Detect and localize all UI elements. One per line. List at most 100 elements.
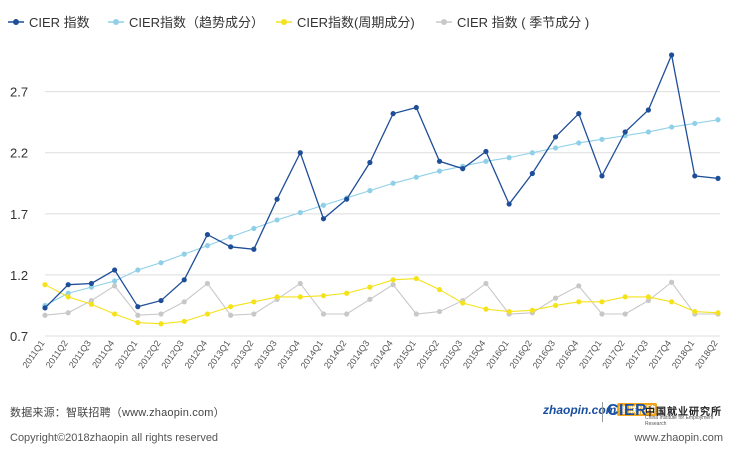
legend-marker	[113, 19, 119, 25]
data-point	[367, 159, 373, 166]
data-point	[529, 307, 535, 313]
data-point	[529, 150, 535, 156]
data-point	[715, 175, 721, 181]
data-point	[622, 294, 628, 300]
data-point	[367, 296, 373, 302]
data-point	[715, 310, 721, 316]
data-point	[645, 107, 651, 113]
legend-label: CIER 指数 ( 季节成分 )	[457, 15, 589, 30]
data-point	[112, 278, 118, 284]
x-tick-label: 2013Q4	[275, 338, 302, 370]
data-point	[552, 302, 559, 309]
data-point	[204, 231, 211, 238]
data-point	[599, 173, 605, 179]
data-point	[390, 282, 396, 288]
data-point	[390, 180, 396, 186]
legend-marker	[281, 19, 287, 25]
x-tick-label: 2015Q2	[415, 338, 442, 370]
data-point	[228, 304, 234, 310]
logo-divider	[602, 402, 603, 422]
data-point	[483, 148, 489, 155]
data-point	[274, 217, 280, 223]
data-point	[460, 300, 466, 306]
data-point	[42, 312, 48, 318]
cier-logo: CIER	[607, 402, 648, 419]
data-point	[413, 174, 419, 180]
data-point	[204, 242, 211, 249]
legend-label: CIER指数（趋势成分）	[129, 15, 264, 30]
data-point	[135, 304, 141, 310]
series-line	[44, 281, 718, 316]
data-point	[158, 321, 164, 327]
data-point	[506, 155, 512, 161]
y-tick-label: 2.7	[10, 85, 28, 100]
data-point	[65, 282, 71, 288]
data-point	[668, 124, 675, 130]
data-point	[344, 311, 350, 317]
data-point	[228, 312, 234, 318]
data-point	[483, 306, 489, 312]
data-point	[692, 120, 698, 127]
x-tick-label: 2016Q1	[484, 338, 511, 370]
data-point	[297, 280, 303, 287]
data-point	[297, 294, 303, 300]
x-tick-label: 2012Q2	[136, 338, 163, 370]
data-point	[413, 104, 419, 111]
x-tick-label: 2012Q3	[159, 338, 186, 370]
cier-logo-chinese-name: 中国就业研究所	[645, 407, 722, 418]
data-point	[668, 299, 675, 305]
data-point	[320, 293, 327, 299]
data-point	[42, 282, 48, 288]
series-line	[44, 52, 719, 309]
cier-logo-english-name: China Institute for Employment Research	[645, 415, 714, 427]
data-point	[274, 294, 280, 300]
data-point	[668, 279, 675, 285]
data-point	[645, 129, 651, 135]
copyright-text: Copyright©2018zhaopin all rights reserve…	[10, 432, 219, 444]
data-point	[65, 294, 71, 300]
legend-marker	[441, 19, 447, 25]
y-tick-label: 0.7	[10, 329, 28, 344]
data-point	[135, 319, 141, 326]
data-point	[576, 140, 582, 146]
data-point	[413, 311, 419, 317]
data-point	[413, 275, 419, 282]
data-point	[158, 297, 164, 304]
data-point	[112, 283, 118, 289]
x-tick-label: 2014Q3	[345, 338, 372, 370]
x-tick-label: 2016Q4	[554, 338, 581, 370]
x-tick-label: 2017Q1	[577, 338, 604, 370]
data-point	[460, 166, 466, 172]
data-point	[576, 299, 582, 305]
data-point	[436, 158, 443, 164]
data-point	[599, 299, 605, 305]
data-point	[135, 267, 141, 273]
x-tick-label: 2013Q3	[252, 338, 279, 370]
legend-marker	[13, 19, 19, 25]
series-line	[44, 119, 719, 306]
data-point	[65, 290, 71, 296]
y-tick-label: 1.2	[10, 268, 28, 283]
series-3	[42, 279, 721, 318]
x-tick-label: 2015Q4	[461, 338, 488, 370]
data-source-note: 数据来源：智联招聘（www.zhaopin.com）	[10, 407, 225, 419]
x-tick-label: 2016Q2	[507, 338, 534, 370]
data-point	[158, 260, 164, 266]
data-point	[483, 280, 489, 287]
legend-item: CIER 指数	[8, 15, 90, 30]
x-tick-label: 2017Q4	[647, 338, 674, 370]
x-tick-label: 2013Q1	[206, 338, 233, 370]
data-point	[645, 294, 651, 300]
data-point	[88, 297, 95, 304]
data-point	[506, 201, 512, 207]
data-point	[88, 280, 95, 287]
legend-item: CIER 指数 ( 季节成分 )	[436, 15, 589, 30]
data-point	[112, 311, 118, 317]
data-point	[251, 299, 257, 305]
data-point	[320, 216, 327, 222]
x-tick-label: 2013Q2	[229, 338, 256, 370]
series-line	[44, 278, 719, 325]
data-point	[320, 311, 327, 317]
x-tick-label: 2012Q4	[183, 338, 210, 370]
data-point	[390, 111, 396, 117]
